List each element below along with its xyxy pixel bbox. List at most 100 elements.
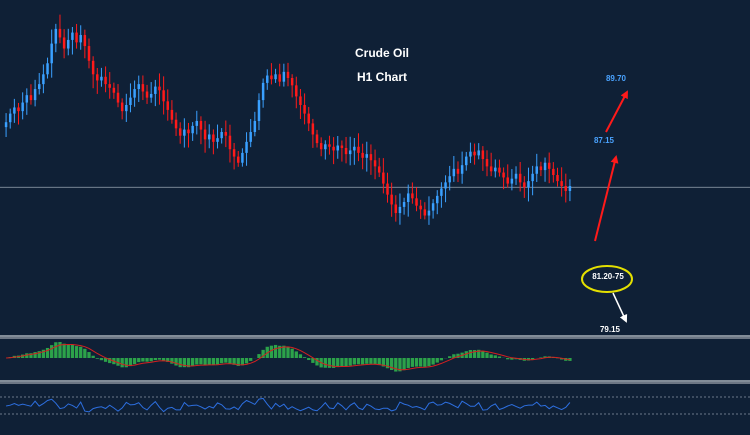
candle [33,79,37,107]
candle-body [104,76,107,85]
candle [452,155,456,182]
candle [552,162,555,183]
candle-body [440,188,443,196]
candle [83,29,87,59]
candle [257,93,261,131]
candle [427,196,431,225]
candle [79,25,82,50]
candle [50,29,53,78]
candle [108,72,111,99]
candle [149,82,153,103]
candle-body [166,101,170,110]
candle [207,124,211,149]
candle [282,63,286,87]
candle [145,84,149,104]
candle-body [33,89,37,101]
candle [154,79,157,107]
candle-body [361,152,364,158]
oscillator-panel [0,396,750,415]
candle [120,98,124,120]
candle [336,136,339,159]
candle-body [17,107,20,112]
candle [220,128,223,144]
candle-body [278,74,281,82]
chart-title: Crude Oil [355,46,409,60]
candle-body [460,165,464,174]
candle [448,165,451,191]
candle-body [290,77,294,86]
candle-body [485,159,489,167]
candle [245,132,248,166]
candle-body [282,71,286,82]
level-81-20-75-label: 81.20-75 [592,272,624,281]
candle [489,152,493,177]
candles-layer [4,14,572,225]
candle-body [257,100,261,121]
level-79-15-label: 79.15 [600,325,621,334]
candle [319,137,323,157]
candle-body [556,174,559,182]
candle-body [207,134,211,140]
candle [195,110,199,135]
candle [183,118,186,148]
candle [328,135,331,155]
candle-body [431,203,435,211]
candle-body [174,119,178,129]
candle-body [473,151,476,156]
candle [415,187,418,212]
candle [162,76,165,115]
candle [456,161,460,183]
candle [324,140,327,160]
candle-body [154,86,157,94]
candle-body [191,125,194,134]
candle [556,167,559,187]
candle-body [340,145,344,148]
candle [224,120,228,148]
candle [25,88,29,115]
candle-body [100,76,103,81]
candle [237,151,240,167]
candle [286,62,290,87]
candle [564,173,568,203]
candle-body [373,160,377,167]
candle-body [249,132,252,142]
candle [386,172,389,203]
candle-body [274,74,277,80]
candle [348,136,352,166]
candle-body [382,172,385,184]
candle-body [527,181,530,188]
candle-body [129,97,132,106]
candle-body [477,150,480,156]
candle [332,137,335,165]
candle [518,161,522,192]
candle [394,195,398,222]
candle-body [253,120,257,133]
candle [406,184,410,217]
candle [58,14,62,44]
candle [365,141,369,172]
candle-body [224,132,228,136]
candle-body [261,82,265,101]
candle [498,159,501,177]
candle-body [295,85,298,97]
candle [377,157,381,178]
candle-body [96,74,99,81]
candle [398,193,402,225]
candle-body [543,162,547,171]
candle [373,149,377,180]
candle-body [402,202,406,207]
candle-body [145,91,149,98]
candle-body [245,141,248,153]
candle-body [427,210,431,216]
candle [315,129,319,148]
candle [75,23,78,49]
candle [232,142,236,170]
candle-body [116,92,120,103]
candle-body [506,177,509,184]
candle-body [42,74,45,85]
candle [249,119,252,148]
candle [270,63,273,85]
candle-body [332,146,335,151]
candle-body [178,128,182,136]
candle [481,146,485,171]
